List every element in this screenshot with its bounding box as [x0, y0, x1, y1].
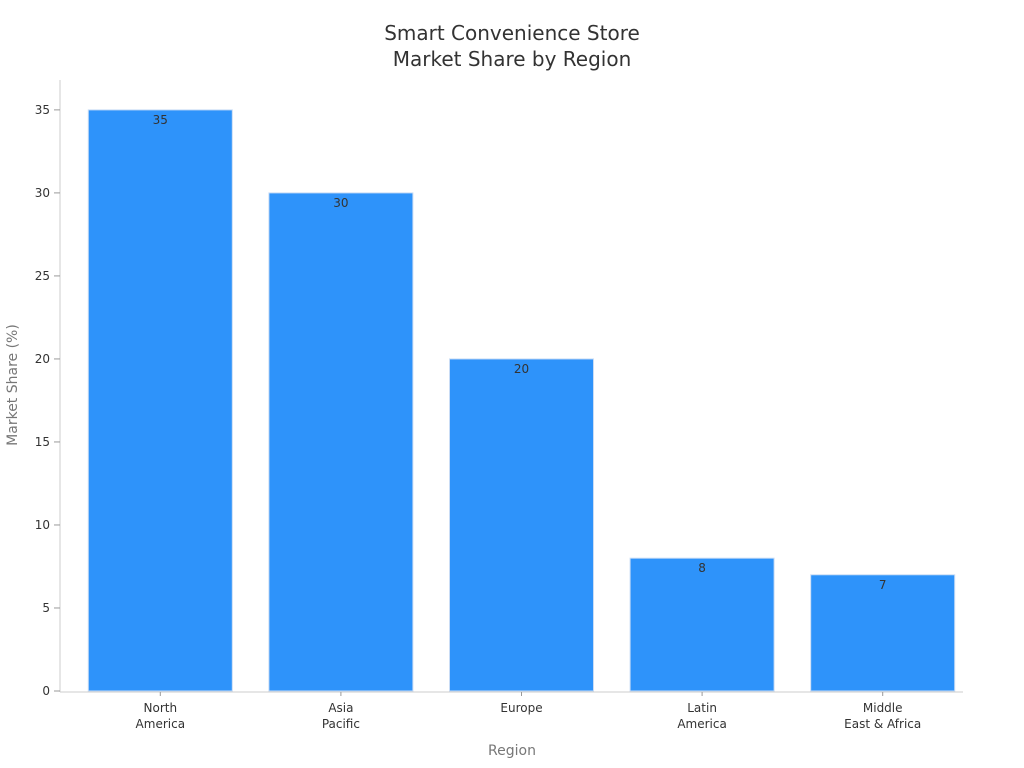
y-tick-label: 35: [35, 103, 50, 117]
x-tick-label: Latin: [687, 701, 717, 715]
bar: [87, 109, 233, 692]
x-axis-title: Region: [488, 743, 536, 759]
y-tick-label: 20: [35, 352, 50, 366]
y-tick-label: 30: [35, 186, 50, 200]
y-tick-label: 10: [35, 518, 50, 532]
bar-value-label: 7: [879, 578, 887, 592]
bars-group: [87, 109, 956, 692]
x-tick-label: Europe: [500, 701, 542, 715]
bar: [629, 557, 775, 692]
x-tick-label: Asia: [328, 701, 353, 715]
bar: [268, 192, 414, 692]
y-tick-label: 0: [42, 684, 50, 698]
chart-title-line-1: Smart Convenience Store: [384, 21, 640, 45]
axes-group: 0 5 10 15 20 25 30 35 North America Asia Pacific Eur…: [35, 80, 963, 731]
chart-title-line-2: Market Share by Region: [393, 47, 632, 71]
bar-value-label: 35: [153, 113, 168, 127]
labels-group: 35 30 20 8 7: [153, 113, 887, 592]
x-tick-label: America: [677, 717, 727, 731]
bar: [810, 574, 956, 692]
x-tick-label: Middle: [863, 701, 903, 715]
bar-value-label: 8: [698, 561, 706, 575]
x-tick-label: North: [144, 701, 178, 715]
y-tick-label: 5: [42, 601, 50, 615]
y-axis-title: Market Share (%): [5, 324, 21, 446]
y-tick-label: 25: [35, 269, 50, 283]
x-tick-label: Pacific: [322, 717, 360, 731]
y-tick-label: 15: [35, 435, 50, 449]
bar: [449, 358, 594, 692]
x-tick-label: East & Africa: [844, 717, 921, 731]
bar-value-label: 30: [333, 196, 348, 210]
x-tick-label: America: [136, 717, 186, 731]
bar-value-label: 20: [514, 362, 529, 376]
